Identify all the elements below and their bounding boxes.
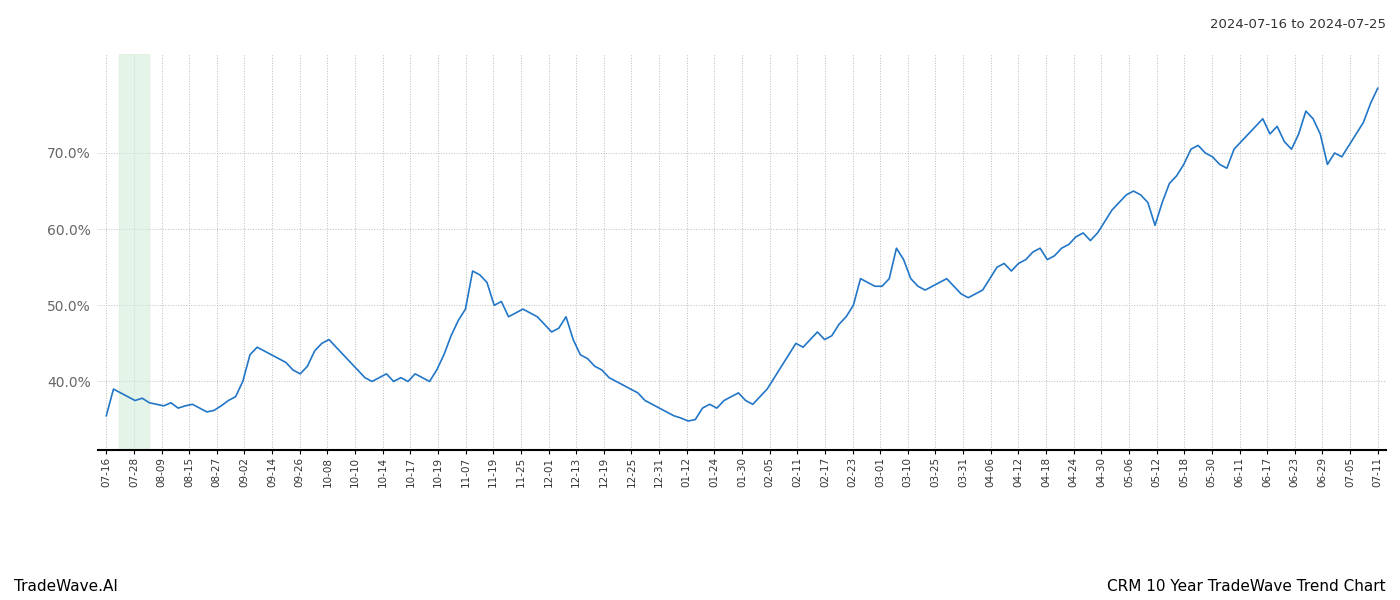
Text: CRM 10 Year TradeWave Trend Chart: CRM 10 Year TradeWave Trend Chart xyxy=(1107,579,1386,594)
Text: TradeWave.AI: TradeWave.AI xyxy=(14,579,118,594)
Text: 2024-07-16 to 2024-07-25: 2024-07-16 to 2024-07-25 xyxy=(1210,18,1386,31)
Bar xyxy=(119,54,150,450)
